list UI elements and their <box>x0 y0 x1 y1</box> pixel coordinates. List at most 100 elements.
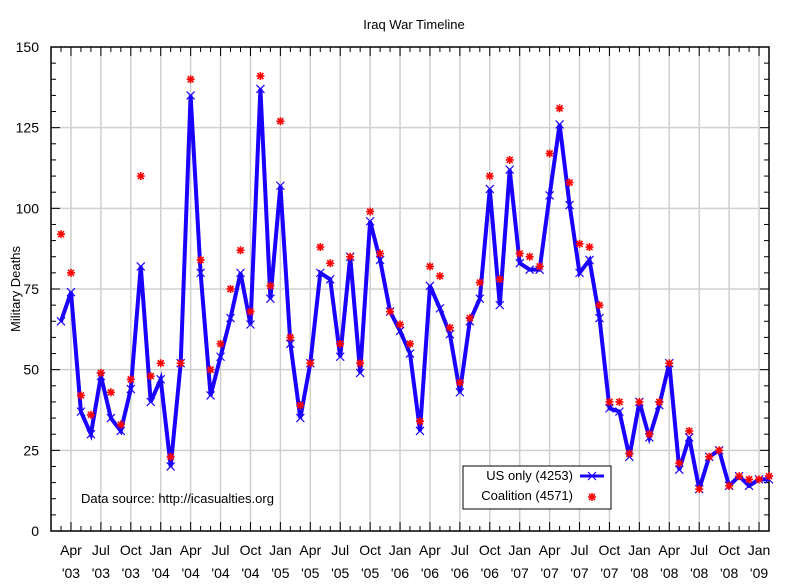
us-data-point <box>355 368 365 378</box>
x-marker-stroke <box>246 320 255 329</box>
legend-box <box>462 465 612 510</box>
x-tick-label-month: Jul <box>92 542 110 558</box>
grid <box>51 47 769 531</box>
x-marker-stroke <box>186 90 196 100</box>
star-marker-stroke <box>655 398 663 406</box>
coalition-data-point <box>675 459 684 468</box>
us-data-point <box>295 413 305 423</box>
star-marker-stroke <box>286 333 294 341</box>
coalition-data-point <box>126 375 135 384</box>
legend-swatch-coalition-marker <box>588 493 596 501</box>
x-tick-label-month: Jul <box>451 542 469 558</box>
legend-label-coalition: Coalition (4571) <box>481 488 573 503</box>
star-marker-stroke <box>436 272 444 280</box>
y-tick-label: 0 <box>31 523 39 539</box>
star-marker-stroke <box>526 253 534 261</box>
coalition-data-point <box>296 401 305 410</box>
x-marker-stroke <box>116 426 126 436</box>
coalition-data-point <box>735 472 744 481</box>
us-data-point <box>285 339 295 349</box>
x-marker-stroke <box>86 429 96 439</box>
star-marker-stroke <box>316 243 324 251</box>
x-marker-stroke <box>605 403 614 413</box>
us-data-point <box>545 191 555 200</box>
coalition-data-point <box>216 339 225 348</box>
coalition-data-point <box>376 249 385 258</box>
coalition-data-point <box>615 397 624 406</box>
star-marker-stroke <box>216 340 225 348</box>
x-tick-label-month: Oct <box>479 542 501 558</box>
star-marker-stroke <box>755 475 763 483</box>
star-marker-stroke <box>147 372 155 380</box>
us-data-point <box>425 281 435 291</box>
us-data-point <box>76 407 86 417</box>
x-marker-stroke <box>445 329 455 339</box>
coalition-data-point <box>595 301 604 310</box>
coalition-data-point <box>485 172 494 181</box>
star-marker-stroke <box>695 485 703 493</box>
coalition-data-point <box>445 323 454 332</box>
us-data-point <box>315 268 325 278</box>
star-marker-stroke <box>177 359 185 367</box>
x-tick-label-year: '05 <box>331 565 349 581</box>
star-marker-stroke <box>336 340 344 348</box>
x-tick-label-month: Jan <box>269 542 292 558</box>
x-marker-stroke <box>365 216 375 226</box>
us-data-point <box>585 255 594 265</box>
x-marker-stroke <box>565 200 574 210</box>
us-data-point <box>106 413 116 423</box>
coalition-data-point <box>246 307 255 316</box>
coalition-data-point <box>326 259 335 268</box>
x-tick-label-year: '08 <box>690 565 708 581</box>
us-data-point <box>196 268 206 278</box>
us-data-point <box>555 120 565 129</box>
coalition-data-point <box>605 397 614 406</box>
star-marker-stroke <box>595 301 604 309</box>
x-tick-label-month: Apr <box>180 542 202 558</box>
coalition-data-point <box>336 339 345 348</box>
star-marker-stroke <box>725 482 733 490</box>
coalition-data-point <box>425 262 434 271</box>
star-marker-stroke <box>306 359 314 367</box>
star-marker-stroke <box>665 359 673 367</box>
star-marker-stroke <box>426 262 434 270</box>
star-marker-stroke <box>466 314 474 322</box>
coalition-data-point <box>665 359 674 368</box>
x-tick-label-month: Oct <box>240 542 262 558</box>
x-marker-stroke <box>475 294 485 304</box>
x-tick-label-month: Jul <box>331 542 349 558</box>
us-data-point <box>435 303 445 313</box>
x-marker-stroke <box>226 313 235 323</box>
x-tick-label-year: '05 <box>301 565 319 581</box>
x-marker-stroke <box>575 268 584 278</box>
coalition-data-point <box>406 339 415 348</box>
coalition-data-point <box>575 239 584 248</box>
x-marker-stroke <box>515 258 525 268</box>
x-tick-label-month: Oct <box>599 542 621 558</box>
coalition-data-point <box>415 417 424 426</box>
legend: US only (4253) Coalition (4571) <box>462 465 612 510</box>
us-data-point <box>455 387 465 397</box>
coalition-data-point <box>316 243 325 252</box>
coalition-data-point <box>206 365 215 374</box>
star-marker-stroke <box>107 388 115 396</box>
coalition-data-point <box>266 281 275 290</box>
coalition-data-point <box>685 426 694 435</box>
series-coalition <box>57 72 773 494</box>
y-tick-label: 25 <box>23 442 39 458</box>
axes: 0 25 50 75 100 125 150 Apr '03 Jul '03 Oct '03 Jan '04… <box>16 39 771 581</box>
us-data-point <box>445 329 455 339</box>
coalition-data-point <box>645 430 654 439</box>
star-marker-stroke <box>236 246 245 254</box>
y-tick-label: 75 <box>23 281 39 297</box>
x-tick-label-year: '08 <box>660 565 678 581</box>
star-marker-stroke <box>97 369 105 377</box>
y-tick-label: 50 <box>23 362 39 378</box>
x-marker-stroke <box>106 413 116 423</box>
star-marker-stroke <box>416 417 424 425</box>
x-marker-stroke <box>485 184 495 194</box>
star-marker-stroke <box>77 391 85 400</box>
us-data-point <box>246 320 255 329</box>
us-data-point <box>595 313 604 323</box>
x-marker-stroke <box>196 268 206 278</box>
